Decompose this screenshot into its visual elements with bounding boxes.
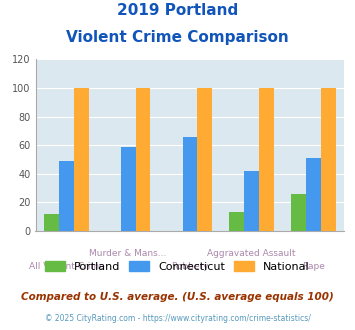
Bar [74, 88, 89, 231]
Bar [121, 147, 136, 231]
Text: Compared to U.S. average. (U.S. average equals 100): Compared to U.S. average. (U.S. average … [21, 292, 334, 302]
Text: Robbery: Robbery [171, 262, 209, 271]
Bar [136, 88, 151, 231]
Bar [229, 213, 244, 231]
Bar [306, 158, 321, 231]
Bar [244, 171, 259, 231]
Legend: Portland, Connecticut, National: Portland, Connecticut, National [41, 256, 314, 276]
Text: All Violent Crime: All Violent Crime [28, 262, 104, 271]
Text: 2019 Portland: 2019 Portland [117, 3, 238, 18]
Text: © 2025 CityRating.com - https://www.cityrating.com/crime-statistics/: © 2025 CityRating.com - https://www.city… [45, 314, 310, 323]
Text: Rape: Rape [302, 262, 325, 271]
Text: Violent Crime Comparison: Violent Crime Comparison [66, 30, 289, 45]
Bar [182, 137, 197, 231]
Bar [321, 88, 336, 231]
Text: Aggravated Assault: Aggravated Assault [207, 249, 296, 258]
Bar [59, 161, 74, 231]
Bar [44, 214, 59, 231]
Text: Murder & Mans...: Murder & Mans... [89, 249, 167, 258]
Bar [291, 194, 306, 231]
Bar [197, 88, 212, 231]
Bar [259, 88, 274, 231]
